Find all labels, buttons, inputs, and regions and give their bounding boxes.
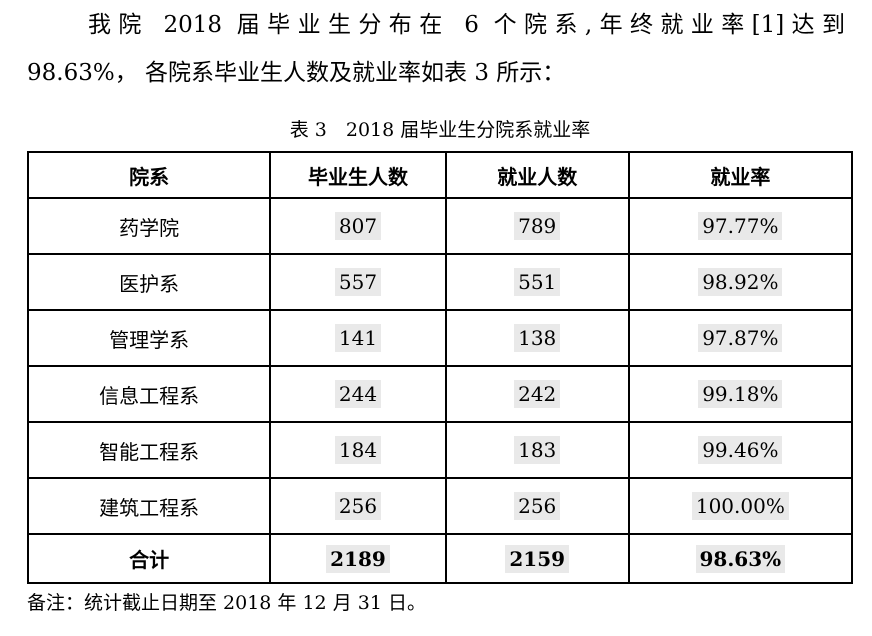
document-page: 我院 2018 届毕业生分布在 6 个院系,年终就业率[1]达到 98.63%，… — [26, 12, 854, 614]
table-row: 管理学系 141 138 97.87% — [26, 309, 854, 367]
cell-department: 医护系 — [26, 253, 272, 311]
total-label: 合计 — [26, 533, 272, 584]
total-rate-value: 98.63% — [695, 544, 786, 573]
cell-employed: 138 — [444, 309, 630, 367]
cell-employed: 183 — [444, 421, 630, 479]
header-department: 院系 — [26, 151, 272, 199]
table-row: 建筑工程系 256 256 100.00% — [26, 477, 854, 535]
rate-value: 97.87% — [698, 324, 783, 352]
paragraph-line-2: 98.63%， 各院系毕业生人数及就业率如表 3 所示： — [27, 60, 566, 86]
cell-employed: 551 — [444, 253, 630, 311]
table-caption: 表 3 2018 届毕业生分院系就业率 — [289, 119, 591, 141]
graduates-value: 256 — [334, 492, 382, 520]
graduates-value: 557 — [334, 268, 382, 296]
cell-employed: 256 — [444, 477, 630, 535]
rate-value: 98.92% — [698, 268, 783, 296]
header-rate: 就业率 — [627, 151, 854, 199]
employed-value: 789 — [514, 212, 561, 240]
cell-rate: 98.92% — [627, 253, 854, 311]
cell-department: 智能工程系 — [26, 421, 272, 479]
cell-graduates: 256 — [269, 477, 447, 535]
graduates-value: 184 — [334, 436, 382, 464]
table-row: 药学院 807 789 97.77% — [26, 197, 854, 255]
footnote: 备注：统计截止日期至 2018 年 12 月 31 日。 — [27, 592, 426, 614]
rate-value: 97.77% — [698, 212, 783, 240]
cell-graduates: 244 — [269, 365, 447, 423]
rate-value: 99.46% — [698, 436, 783, 464]
cell-graduates: 184 — [269, 421, 447, 479]
cell-graduates: 557 — [269, 253, 447, 311]
graduates-value: 244 — [334, 380, 382, 408]
employment-rate-table: 院系 毕业生人数 就业人数 就业率 药学院 807 789 97.77% 医护系… — [26, 151, 854, 584]
cell-department: 药学院 — [26, 197, 272, 255]
table-row: 智能工程系 184 183 99.46% — [26, 421, 854, 479]
cell-graduates: 807 — [269, 197, 447, 255]
cell-department: 信息工程系 — [26, 365, 272, 423]
graduates-value: 807 — [334, 212, 382, 240]
cell-employed: 789 — [444, 197, 630, 255]
employed-value: 551 — [514, 268, 561, 296]
cell-rate: 97.77% — [627, 197, 854, 255]
cell-department: 建筑工程系 — [26, 477, 272, 535]
total-rate: 98.63% — [627, 533, 854, 584]
rate-value: 100.00% — [691, 492, 789, 520]
employed-value: 138 — [514, 324, 561, 352]
graduates-value: 141 — [334, 324, 382, 352]
table-row: 医护系 557 551 98.92% — [26, 253, 854, 311]
cell-rate: 97.87% — [627, 309, 854, 367]
total-employed: 2159 — [444, 533, 630, 584]
cell-department: 管理学系 — [26, 309, 272, 367]
cell-rate: 100.00% — [627, 477, 854, 535]
cell-employed: 242 — [444, 365, 630, 423]
rate-value: 99.18% — [698, 380, 783, 408]
paragraph-line-1: 我院 2018 届毕业生分布在 6 个院系,年终就业率[1]达到 — [88, 12, 845, 38]
total-employed-value: 2159 — [505, 544, 570, 573]
employed-value: 242 — [514, 380, 561, 408]
employed-value: 183 — [514, 436, 561, 464]
employed-value: 256 — [514, 492, 561, 520]
table-row: 信息工程系 244 242 99.18% — [26, 365, 854, 423]
cell-rate: 99.18% — [627, 365, 854, 423]
header-employed: 就业人数 — [444, 151, 630, 199]
cell-graduates: 141 — [269, 309, 447, 367]
total-graduates: 2189 — [269, 533, 447, 584]
table-header-row: 院系 毕业生人数 就业人数 就业率 — [26, 151, 854, 199]
cell-rate: 99.46% — [627, 421, 854, 479]
table-total-row: 合计 2189 2159 98.63% — [26, 533, 854, 584]
total-graduates-value: 2189 — [326, 544, 390, 573]
header-graduates: 毕业生人数 — [269, 151, 447, 199]
